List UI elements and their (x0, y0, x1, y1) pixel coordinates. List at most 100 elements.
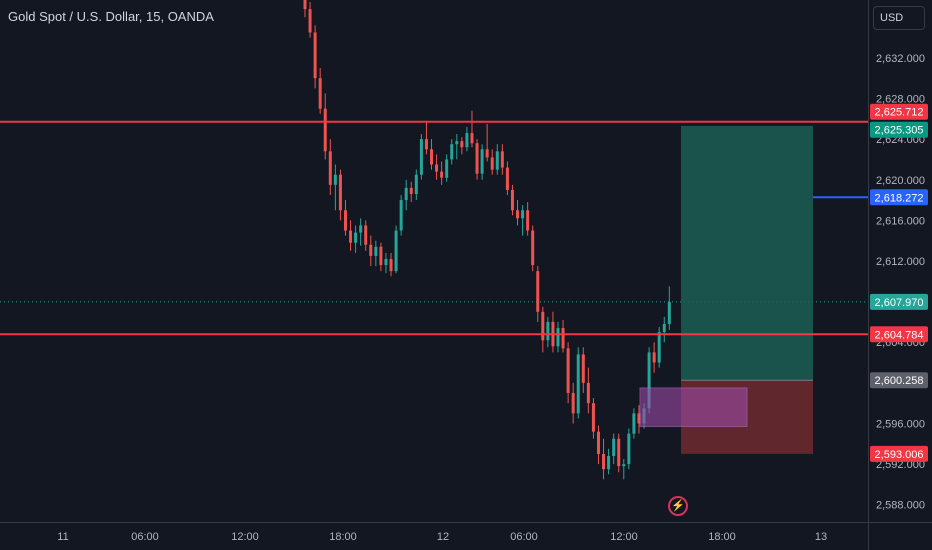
candle-body (349, 230, 353, 243)
candle (455, 134, 459, 160)
candle-body (318, 78, 322, 109)
candle (308, 2, 312, 38)
price-badge-bg (870, 103, 928, 120)
x-tick-label: 06:00 (131, 531, 159, 543)
candle (662, 316, 666, 343)
candle (323, 93, 327, 160)
candle-body (581, 354, 585, 383)
candle-body (576, 354, 580, 414)
candle (637, 405, 641, 434)
candle (556, 321, 560, 353)
candle-body (536, 271, 540, 312)
candle (435, 154, 439, 180)
order-block-zone[interactable] (639, 387, 748, 428)
candle-body (308, 9, 312, 33)
candle (419, 134, 423, 180)
candle (338, 169, 342, 221)
price-badge-line: 2,618.272 (870, 189, 928, 206)
candle (581, 347, 585, 394)
candle-body (430, 149, 433, 165)
candle-body (384, 258, 388, 266)
candle-body (440, 171, 444, 178)
candle-body (338, 174, 342, 211)
price-badge-level: 2,625.712 (870, 103, 928, 120)
price-badge-bg (870, 445, 928, 462)
candle (591, 398, 595, 439)
candle-body (612, 438, 616, 456)
candle (399, 194, 403, 236)
candle (359, 218, 363, 246)
candle-body (667, 301, 671, 324)
candle-body (389, 258, 393, 272)
chart-title: Gold Spot / U.S. Dollar, 15, OANDA (8, 9, 214, 24)
candle-body (571, 393, 575, 414)
lightning-bolt-icon[interactable]: ⚡ (668, 496, 688, 516)
candle (445, 154, 449, 182)
candle (303, 0, 307, 18)
candle (586, 367, 590, 414)
candle-body (480, 149, 484, 174)
currency-button[interactable]: USD (873, 6, 925, 30)
candle (505, 161, 509, 195)
price-badge-bg (870, 326, 928, 343)
candle (374, 240, 378, 267)
candle-body (556, 328, 560, 347)
candle (409, 181, 413, 203)
x-tick-label: 12 (437, 531, 449, 543)
candle-body (632, 413, 636, 434)
candle (612, 433, 616, 465)
y-tick-label: 2,588.000 (876, 500, 925, 512)
candle (546, 316, 550, 348)
candle-body (404, 187, 408, 201)
target-zone[interactable] (681, 125, 813, 381)
candle-body (303, 0, 307, 10)
candle-body (379, 246, 383, 266)
price-badge-label: 2,618.272 (875, 192, 924, 204)
candle (607, 448, 611, 475)
candle (526, 202, 530, 236)
price-badge-bg (870, 189, 928, 206)
candle (500, 144, 504, 175)
candle (566, 342, 570, 404)
candle (384, 252, 388, 274)
candle (485, 123, 489, 162)
candle-body (546, 321, 550, 341)
candle-body (470, 133, 474, 144)
y-tick-label: 2,616.000 (876, 215, 925, 227)
candle-body (364, 225, 368, 245)
candle (657, 327, 661, 368)
y-tick-label: 2,628.000 (876, 94, 925, 106)
candle-body (586, 382, 590, 404)
y-tick-label: 2,632.000 (876, 53, 925, 65)
price-badge-label: 2,593.006 (875, 449, 924, 461)
candle-body (450, 144, 454, 160)
y-tick-label: 2,596.000 (876, 418, 925, 430)
x-tick-label: 11 (57, 531, 68, 543)
price-badge-target: 2,625.305 (870, 121, 928, 138)
candle (470, 110, 474, 148)
candle-body (485, 149, 489, 158)
candle-body (617, 438, 621, 467)
price-badge-bg (870, 121, 928, 138)
candle-body (637, 413, 641, 424)
candle-body (647, 352, 651, 409)
candle (465, 126, 469, 152)
candle-body (526, 210, 530, 231)
candle-body (313, 32, 317, 79)
candle-body (414, 174, 418, 194)
candle (531, 225, 535, 272)
candle (364, 220, 368, 251)
y-tick-label: 2,612.000 (876, 256, 925, 268)
candle-body (419, 139, 423, 175)
candle (490, 149, 494, 175)
candle-body (455, 141, 459, 145)
candle (652, 342, 656, 373)
candle-body (607, 455, 611, 470)
candle-body (591, 403, 595, 432)
candle (414, 169, 418, 201)
x-tick-label: 13 (815, 531, 827, 543)
candle-body (445, 159, 449, 178)
candle-body (622, 464, 626, 467)
candle-body (333, 174, 337, 185)
